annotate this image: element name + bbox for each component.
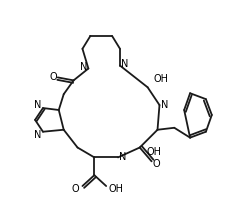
Text: N: N xyxy=(34,130,42,140)
Text: N: N xyxy=(121,59,129,69)
Text: N: N xyxy=(34,100,42,110)
Text: O: O xyxy=(153,159,160,169)
Text: OH: OH xyxy=(154,74,169,84)
Text: O: O xyxy=(72,184,79,194)
Text: N: N xyxy=(119,152,127,162)
Text: OH: OH xyxy=(146,147,161,158)
Text: N: N xyxy=(80,62,87,72)
Text: O: O xyxy=(49,72,57,82)
Text: OH: OH xyxy=(109,184,124,194)
Text: N: N xyxy=(161,100,168,110)
